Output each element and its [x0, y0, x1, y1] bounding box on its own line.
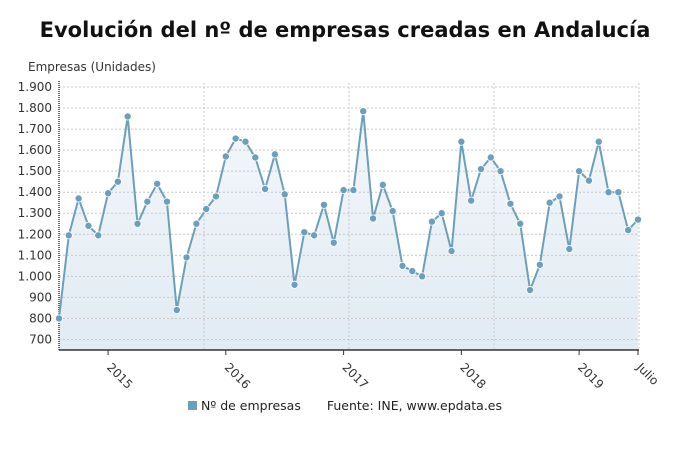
y-tick-label: 1.300	[18, 206, 52, 220]
data-point	[427, 217, 436, 226]
data-point	[565, 245, 574, 254]
source-note: Fuente: INE, www.epdata.es	[326, 398, 502, 413]
data-point	[172, 306, 181, 315]
y-tick-label: 900	[29, 290, 52, 304]
data-point	[594, 137, 603, 146]
data-point	[251, 153, 260, 162]
x-tick-label: 2019	[575, 360, 606, 391]
y-tick-label: 1.200	[18, 227, 52, 241]
data-point	[624, 226, 633, 235]
data-point	[55, 314, 64, 323]
data-point	[378, 180, 387, 189]
x-tick-label: 2016	[222, 360, 253, 391]
data-point	[476, 165, 485, 174]
data-point	[457, 137, 466, 146]
data-point	[84, 221, 93, 230]
y-tick-label: 800	[29, 311, 52, 325]
data-point	[280, 190, 289, 199]
legend-series-label[interactable]: Nº de empresas	[200, 398, 301, 413]
legend: Nº de empresas Fuente: INE, www.epdata.es	[0, 398, 690, 413]
data-point	[319, 200, 328, 209]
y-tick-label: 1.800	[18, 101, 52, 115]
data-point	[113, 177, 122, 186]
data-point	[349, 186, 358, 195]
data-point	[575, 167, 584, 176]
data-point	[241, 137, 250, 146]
data-point	[182, 253, 191, 262]
area-fill	[59, 111, 638, 350]
data-point	[270, 150, 279, 159]
data-point	[526, 286, 535, 295]
data-point	[192, 219, 201, 228]
data-point	[231, 134, 240, 143]
data-point	[104, 189, 113, 198]
legend-swatch	[187, 401, 197, 410]
data-point	[123, 112, 132, 121]
data-point	[447, 247, 456, 256]
data-point	[221, 152, 230, 161]
data-point	[74, 194, 83, 203]
data-point	[467, 196, 476, 205]
x-tick-label: 2018	[457, 360, 488, 391]
data-point	[212, 192, 221, 201]
x-tick-label: 2017	[339, 360, 370, 391]
data-point	[143, 197, 152, 206]
data-point	[418, 272, 427, 281]
y-tick-label: 1.900	[18, 80, 52, 94]
chart-title: Evolución del nº de empresas creadas en …	[39, 18, 651, 42]
data-point	[261, 185, 270, 194]
x-tick-label: Julio	[633, 360, 661, 388]
y-tick-label: 1.600	[18, 143, 52, 157]
y-tick-label: 700	[29, 332, 52, 346]
data-point	[408, 267, 417, 276]
data-point	[496, 167, 505, 176]
data-point	[133, 219, 142, 228]
data-point	[604, 188, 613, 197]
data-point	[506, 199, 515, 208]
data-point	[94, 231, 103, 240]
y-tick-label: 1.400	[18, 185, 52, 199]
y-tick-label: 1.700	[18, 122, 52, 136]
data-point	[486, 153, 495, 162]
data-point	[614, 188, 623, 197]
data-point	[339, 186, 348, 195]
data-point	[329, 238, 338, 247]
y-tick-label: 1.000	[18, 269, 52, 283]
data-point	[369, 214, 378, 223]
data-point	[310, 231, 319, 240]
data-point	[290, 280, 299, 289]
data-point	[535, 260, 544, 269]
data-point	[437, 209, 446, 218]
y-axis-label: Empresas (Unidades)	[28, 60, 156, 74]
data-point	[545, 198, 554, 207]
data-point	[398, 261, 407, 270]
data-point	[359, 107, 368, 116]
data-point	[300, 228, 309, 237]
data-point	[202, 205, 211, 214]
data-point	[584, 176, 593, 185]
y-tick-label: 1.100	[18, 248, 52, 262]
data-point	[634, 215, 643, 224]
data-point	[64, 231, 73, 240]
data-point	[516, 219, 525, 228]
x-tick-label: 2015	[104, 360, 135, 391]
data-point	[388, 207, 397, 216]
data-point	[555, 192, 564, 201]
data-point	[153, 179, 162, 188]
data-point	[162, 197, 171, 206]
y-tick-label: 1.500	[18, 164, 52, 178]
